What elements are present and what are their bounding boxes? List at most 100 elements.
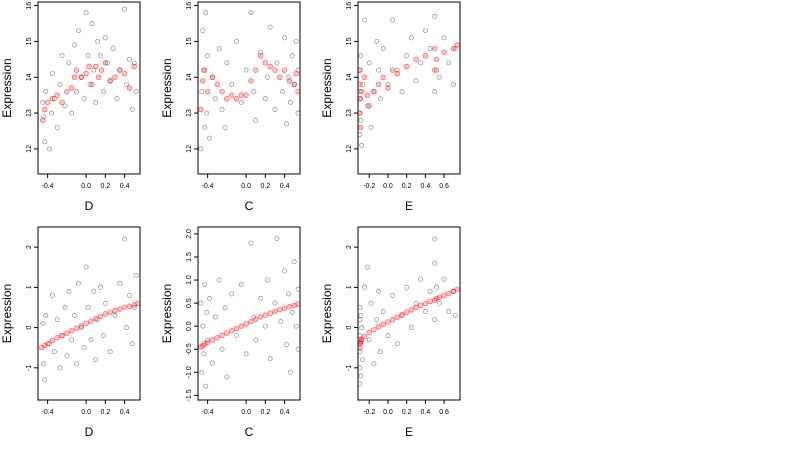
y-axis-title: Expression <box>320 284 334 343</box>
fitted-point <box>427 298 433 305</box>
y-tick-label: 13 <box>26 109 33 117</box>
fitted-point <box>83 70 89 77</box>
x-axis-title: C <box>245 425 254 439</box>
observed-point <box>418 276 424 282</box>
observed-point <box>390 17 396 23</box>
fitted-point <box>54 334 60 341</box>
observed-point <box>358 53 364 59</box>
observed-point <box>54 124 60 130</box>
fitted-point <box>204 88 211 95</box>
fitted-point <box>286 78 293 84</box>
observed-point <box>207 135 212 141</box>
x-axis-title: D <box>85 425 94 439</box>
observed-point <box>59 53 65 59</box>
observed-point <box>289 53 295 59</box>
panel-5: -0.4 0.0 0.2 0.4 -1.5 -1.0 -0.5 0.0 0.5 1.0 1.5 2.0… <box>160 226 301 439</box>
observed-point <box>362 17 368 23</box>
fitted-point <box>44 99 51 106</box>
observed-point <box>248 10 254 16</box>
observed-point <box>83 264 89 270</box>
y-axis-title: Expression <box>0 58 14 117</box>
y-tick-label: 2.0 <box>186 229 193 239</box>
observed-point <box>41 361 47 367</box>
x-tick-label: -0.4 <box>202 183 214 190</box>
plot-frame <box>37 1 141 175</box>
observed-point <box>362 284 368 290</box>
observed-point <box>358 365 363 371</box>
fitted-point <box>68 328 75 334</box>
observed-point <box>102 35 108 41</box>
y-tick-label: 1.5 <box>186 252 193 262</box>
observed-point <box>295 346 300 352</box>
observed-point <box>74 89 79 95</box>
y-tick-label: 1 <box>346 285 353 289</box>
fitted-point <box>272 308 278 315</box>
fitted-point <box>375 81 382 88</box>
observed-point <box>413 300 419 306</box>
fitted-point <box>112 307 118 314</box>
observed-point <box>64 353 70 359</box>
observed-point <box>287 99 293 105</box>
y-tick-label: 2 <box>346 245 353 249</box>
y-tick-label: 15 <box>26 37 33 45</box>
fitted-point <box>281 67 288 73</box>
observed-point <box>450 81 456 87</box>
y-tick-label: 13 <box>346 109 353 117</box>
fitted-point <box>92 63 99 70</box>
observed-point <box>441 35 447 41</box>
observed-point <box>100 89 106 95</box>
fitted-point <box>219 88 225 95</box>
observed-point <box>404 284 410 290</box>
observed-point <box>385 81 391 87</box>
fitted-point <box>126 303 133 310</box>
observed-point <box>98 284 103 290</box>
x-tick-label: 0.2 <box>402 183 412 190</box>
x-tick-label: 0.2 <box>402 409 412 416</box>
fitted-point <box>135 300 140 307</box>
fitted-point <box>291 81 297 88</box>
fitted-point <box>228 92 235 98</box>
observed-point <box>207 296 212 301</box>
panel-4: -0.4 0.0 0.2 0.4 -1 0 1 2 D Expression <box>0 226 141 439</box>
observed-point <box>199 89 205 95</box>
observed-point <box>88 337 94 343</box>
observed-point <box>374 317 380 322</box>
fitted-point <box>224 330 230 336</box>
y-tick-label: 12 <box>186 145 193 153</box>
observed-point <box>81 96 87 102</box>
fitted-point <box>380 321 387 328</box>
observed-point <box>203 383 209 389</box>
observed-point <box>216 277 222 283</box>
plot-frame <box>37 226 141 401</box>
observed-point <box>204 110 210 116</box>
fitted-point <box>277 74 283 80</box>
x-tick-label: 0.4 <box>120 409 130 416</box>
observed-point <box>93 99 99 105</box>
observed-point <box>282 268 288 274</box>
fitted-point <box>243 321 249 327</box>
x-axis-title: C <box>245 199 254 213</box>
fitted-point <box>243 92 249 98</box>
observed-point <box>289 309 295 315</box>
observed-point <box>133 89 139 95</box>
y-tick-label: 2 <box>26 245 33 249</box>
observed-point <box>224 60 230 66</box>
y-tick-label: 16 <box>346 2 353 10</box>
fitted-point <box>446 290 452 297</box>
fitted-point <box>422 300 429 307</box>
observed-point <box>358 313 364 318</box>
observed-point <box>85 305 91 310</box>
observed-point <box>122 6 128 12</box>
fitted-point <box>262 60 269 66</box>
observed-point <box>258 296 263 301</box>
fitted-point <box>454 42 460 48</box>
fitted-point <box>394 70 401 77</box>
y-tick-label: -1 <box>26 365 33 371</box>
fitted-point <box>267 310 273 317</box>
fitted-point <box>403 63 410 70</box>
observed-point <box>358 132 363 138</box>
y-axis-title: Expression <box>160 58 174 117</box>
observed-point <box>203 10 209 16</box>
observed-point <box>75 280 81 286</box>
